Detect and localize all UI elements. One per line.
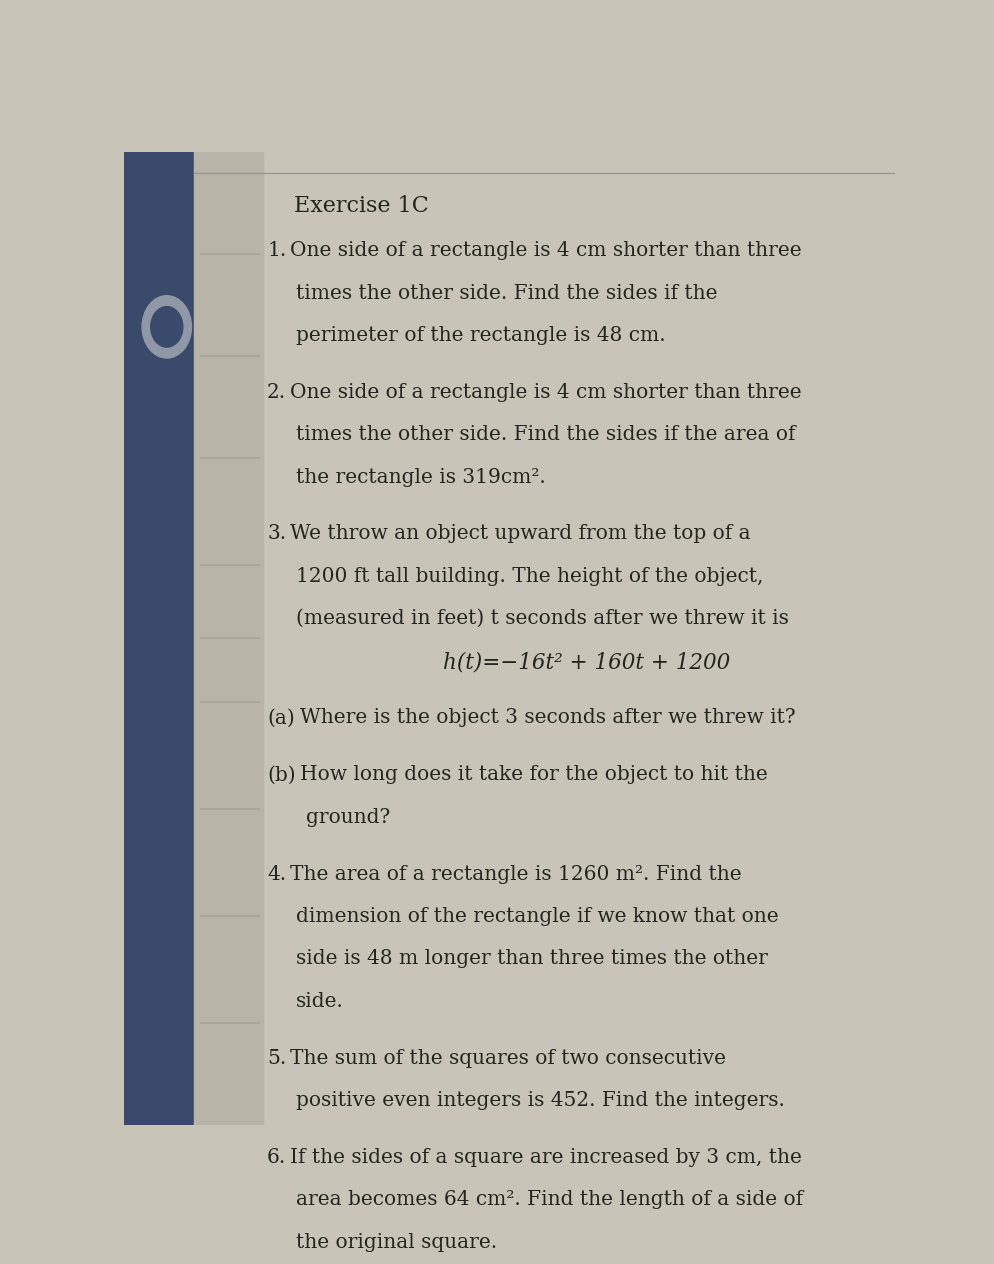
Text: positive even integers is 452. Find the integers.: positive even integers is 452. Find the … <box>296 1091 784 1110</box>
Text: (b): (b) <box>266 765 295 785</box>
Text: 1200 ft tall building. The height of the object,: 1200 ft tall building. The height of the… <box>296 566 763 585</box>
Text: Where is the object 3 seconds after we threw it?: Where is the object 3 seconds after we t… <box>300 708 795 727</box>
Text: dimension of the rectangle if we know that one: dimension of the rectangle if we know th… <box>296 908 778 927</box>
Text: One side of a rectangle is 4 cm shorter than three: One side of a rectangle is 4 cm shorter … <box>290 383 801 402</box>
Text: perimeter of the rectangle is 48 cm.: perimeter of the rectangle is 48 cm. <box>296 326 665 345</box>
Circle shape <box>142 296 191 358</box>
Text: the rectangle is 319cm².: the rectangle is 319cm². <box>296 468 546 487</box>
Text: area becomes 64 cm². Find the length of a side of: area becomes 64 cm². Find the length of … <box>296 1191 802 1210</box>
Text: times the other side. Find the sides if the: times the other side. Find the sides if … <box>296 283 717 302</box>
Text: side.: side. <box>296 992 344 1011</box>
Text: times the other side. Find the sides if the area of: times the other side. Find the sides if … <box>296 425 795 444</box>
Text: The area of a rectangle is 1260 m². Find the: The area of a rectangle is 1260 m². Find… <box>290 865 742 884</box>
Bar <box>194 152 262 1125</box>
Text: 2.: 2. <box>266 383 286 402</box>
Text: 3.: 3. <box>266 525 286 544</box>
Text: h(t)=−16t² + 160t + 1200: h(t)=−16t² + 160t + 1200 <box>443 651 730 674</box>
Text: the original square.: the original square. <box>296 1232 497 1251</box>
Text: 6.: 6. <box>266 1148 286 1167</box>
Text: ground?: ground? <box>306 808 391 827</box>
Text: (measured in feet) t seconds after we threw it is: (measured in feet) t seconds after we th… <box>296 609 788 628</box>
Text: The sum of the squares of two consecutive: The sum of the squares of two consecutiv… <box>290 1049 726 1068</box>
Bar <box>124 152 194 1125</box>
Circle shape <box>151 307 183 348</box>
Text: 1.: 1. <box>266 241 286 260</box>
Text: 4.: 4. <box>266 865 286 884</box>
Text: (a): (a) <box>266 708 294 727</box>
Text: One side of a rectangle is 4 cm shorter than three: One side of a rectangle is 4 cm shorter … <box>290 241 801 260</box>
Text: 5.: 5. <box>266 1049 286 1068</box>
Text: If the sides of a square are increased by 3 cm, the: If the sides of a square are increased b… <box>290 1148 801 1167</box>
Text: We throw an object upward from the top of a: We throw an object upward from the top o… <box>290 525 750 544</box>
Text: Exercise 1C: Exercise 1C <box>294 196 428 217</box>
Text: side is 48 m longer than three times the other: side is 48 m longer than three times the… <box>296 949 767 968</box>
Text: How long does it take for the object to hit the: How long does it take for the object to … <box>300 765 767 785</box>
